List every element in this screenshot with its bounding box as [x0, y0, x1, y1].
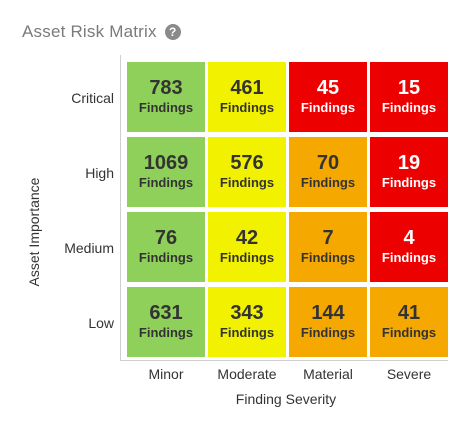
matrix-cell[interactable]: 19 Findings — [370, 137, 448, 207]
matrix-cell[interactable]: 45 Findings — [289, 62, 367, 132]
matrix-cell[interactable]: 70 Findings — [289, 137, 367, 207]
risk-matrix-grid: 783 Findings 461 Findings 45 Findings 15 Findin… — [127, 62, 448, 357]
finding-count: 343 — [230, 302, 264, 324]
finding-count: 70 — [316, 152, 340, 174]
x-axis-label: Finding Severity — [235, 391, 337, 407]
matrix-cell[interactable]: 1069 Findings — [127, 137, 205, 207]
findings-label: Findings — [381, 325, 437, 340]
findings-label: Findings — [219, 100, 275, 115]
column-label-severe: Severe — [386, 366, 432, 382]
finding-count: 4 — [403, 227, 415, 249]
matrix-cell[interactable]: 7 Findings — [289, 212, 367, 282]
x-axis-line — [120, 360, 448, 361]
matrix-cell[interactable]: 461 Findings — [208, 62, 286, 132]
finding-count: 631 — [149, 302, 183, 324]
matrix-cell[interactable]: 15 Findings — [370, 62, 448, 132]
findings-label: Findings — [300, 100, 356, 115]
column-label-moderate: Moderate — [217, 366, 277, 382]
findings-label: Findings — [300, 175, 356, 190]
findings-label: Findings — [138, 325, 194, 340]
findings-label: Findings — [138, 175, 194, 190]
matrix-cell[interactable]: 4 Findings — [370, 212, 448, 282]
row-label-low: Low — [88, 315, 114, 331]
findings-label: Findings — [219, 250, 275, 265]
findings-label: Findings — [219, 325, 275, 340]
matrix-cell[interactable]: 343 Findings — [208, 287, 286, 357]
findings-label: Findings — [300, 250, 356, 265]
finding-count: 1069 — [143, 152, 189, 174]
row-label-medium: Medium — [64, 240, 114, 256]
findings-label: Findings — [381, 100, 437, 115]
findings-label: Findings — [381, 250, 437, 265]
finding-count: 461 — [230, 77, 264, 99]
matrix-cell[interactable]: 576 Findings — [208, 137, 286, 207]
column-label-minor: Minor — [148, 366, 184, 382]
y-axis-line — [120, 55, 121, 360]
row-label-critical: Critical — [71, 90, 114, 106]
finding-count: 45 — [316, 77, 340, 99]
question-circle-icon[interactable]: ? — [164, 24, 181, 40]
chart-header: Asset Risk Matrix ? — [22, 22, 181, 42]
findings-label: Findings — [219, 175, 275, 190]
finding-count: 7 — [322, 227, 334, 249]
row-label-high: High — [85, 165, 114, 181]
findings-label: Findings — [138, 250, 194, 265]
finding-count: 42 — [235, 227, 259, 249]
matrix-cell[interactable]: 41 Findings — [370, 287, 448, 357]
finding-count: 15 — [397, 77, 421, 99]
matrix-cell[interactable]: 783 Findings — [127, 62, 205, 132]
column-label-material: Material — [303, 366, 353, 382]
findings-label: Findings — [381, 175, 437, 190]
finding-count: 76 — [154, 227, 178, 249]
y-axis-label: Asset Importance — [26, 177, 42, 287]
findings-label: Findings — [138, 100, 194, 115]
finding-count: 41 — [397, 302, 421, 324]
matrix-cell[interactable]: 631 Findings — [127, 287, 205, 357]
finding-count: 576 — [230, 152, 264, 174]
finding-count: 144 — [311, 302, 345, 324]
findings-label: Findings — [300, 325, 356, 340]
matrix-cell[interactable]: 144 Findings — [289, 287, 367, 357]
chart-title: Asset Risk Matrix — [22, 22, 157, 41]
finding-count: 19 — [397, 152, 421, 174]
matrix-cell[interactable]: 76 Findings — [127, 212, 205, 282]
finding-count: 783 — [149, 77, 183, 99]
matrix-cell[interactable]: 42 Findings — [208, 212, 286, 282]
